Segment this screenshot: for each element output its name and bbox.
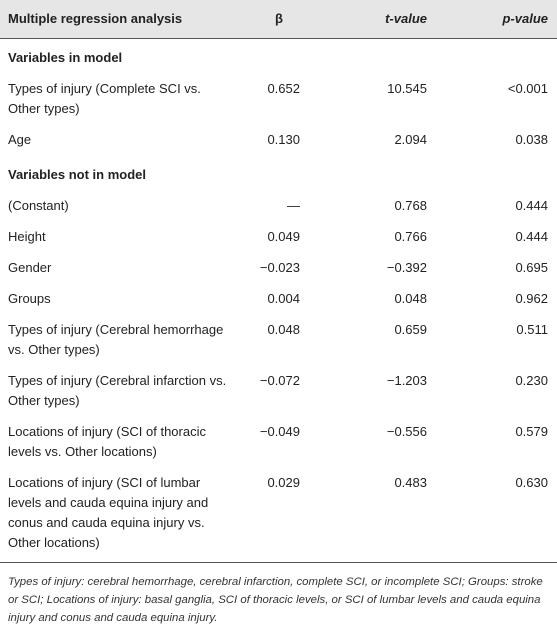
value-cell: 0.630 [427,467,557,563]
value-cell: 0.029 [258,467,300,563]
row-label: Age [0,125,258,156]
value-cell: −0.392 [386,259,427,275]
table-row: Types of injury (Complete SCI vs. Other … [0,74,557,125]
value-cell: — [287,197,300,213]
section-label: Variables in model [8,50,123,65]
value-cell: 0.652 [267,81,300,96]
value-cell: 0.048 [394,290,427,306]
row-label: Types of injury (Cerebral hemorrhage vs.… [0,314,258,365]
table-row: Groups 0.004 0.048 0.962 [0,283,557,314]
header-cell: p-value [427,0,557,39]
label-text: Groups [8,290,51,306]
label-text: Types of injury (Cerebral infarction vs.… [8,372,227,408]
table-row: Gender −0.023 −0.392 0.695 [0,252,557,283]
value-cell: <0.001 [507,81,548,96]
value-cell: −0.023 [259,259,300,275]
header-cell: Multiple regression analysis [0,0,258,39]
label-text: Height [8,228,46,244]
value-cell: 0.004 [267,290,300,306]
table-row: Variables in model [0,39,557,74]
header-row: Multiple regression analysis β t-value p-va… [0,0,557,39]
value-cell: 0.695 [515,259,548,275]
label-text: Gender [8,259,52,275]
table-row: (Constant) — 0.768 0.444 [0,190,557,221]
value-cell: 0.230 [515,372,548,388]
value-cell: 0.766 [394,228,427,244]
table-row: Locations of injury (SCI of thoracic lev… [0,416,557,467]
header-cell: β [258,0,300,39]
value-cell: 0.659 [394,321,427,337]
label-text: Locations of injury (SCI of thoracic lev… [8,423,206,459]
value-cell: 0.130 [267,132,300,147]
value-cell: 0.579 [515,423,548,439]
row-label: Types of injury (Cerebral infarction vs.… [0,365,258,416]
regression-table: Multiple regression analysis β t-value p-va… [0,0,557,563]
value-cell: 0.768 [394,197,427,213]
label-text: Age [8,132,32,147]
table-row: Locations of injury (SCI of lumbar level… [0,467,557,563]
row-label: Types of injury (Complete SCI vs. Other … [0,74,258,125]
header-cell: t-value [300,0,427,39]
row-label: Gender [0,252,258,283]
label-text: Types of injury (Complete SCI vs. Other … [8,81,201,116]
row-label: Height [0,221,258,252]
value-cell: 0.962 [515,290,548,306]
label-text: Types of injury (Cerebral hemorrhage vs.… [8,321,224,357]
table-row: Variables not in model [0,156,557,191]
value-cell: 0.038 [515,132,548,147]
value-cell: −0.072 [259,372,300,388]
row-label: Groups [0,283,258,314]
row-label: (Constant) [0,190,258,221]
row-label: Locations of injury (SCI of thoracic lev… [0,416,258,467]
value-cell: 0.511 [516,321,548,337]
section-label: Variables not in model [8,166,146,182]
value-cell: 10.545 [387,81,427,96]
table-row: Age 0.130 2.094 0.038 [0,125,557,156]
value-cell: 2.094 [394,132,427,147]
footnote: Types of injury: cerebral hemorrhage, ce… [8,575,543,624]
value-cell: −1.203 [386,372,427,388]
value-cell: 0.049 [267,228,300,244]
table-row: Height 0.049 0.766 0.444 [0,221,557,252]
value-cell: 0.483 [300,467,427,563]
row-label: Locations of injury (SCI of lumbar level… [0,467,258,563]
label-text: Locations of injury (SCI of lumbar level… [8,474,209,550]
value-cell: 0.444 [515,228,548,244]
table-row: Types of injury (Cerebral hemorrhage vs.… [0,314,557,365]
value-cell: 0.444 [515,197,548,213]
label-text: (Constant) [8,197,69,213]
value-cell: −0.049 [259,423,300,439]
table-row: Types of injury (Cerebral infarction vs.… [0,365,557,416]
value-cell: 0.048 [267,321,300,337]
value-cell: −0.556 [386,423,427,439]
